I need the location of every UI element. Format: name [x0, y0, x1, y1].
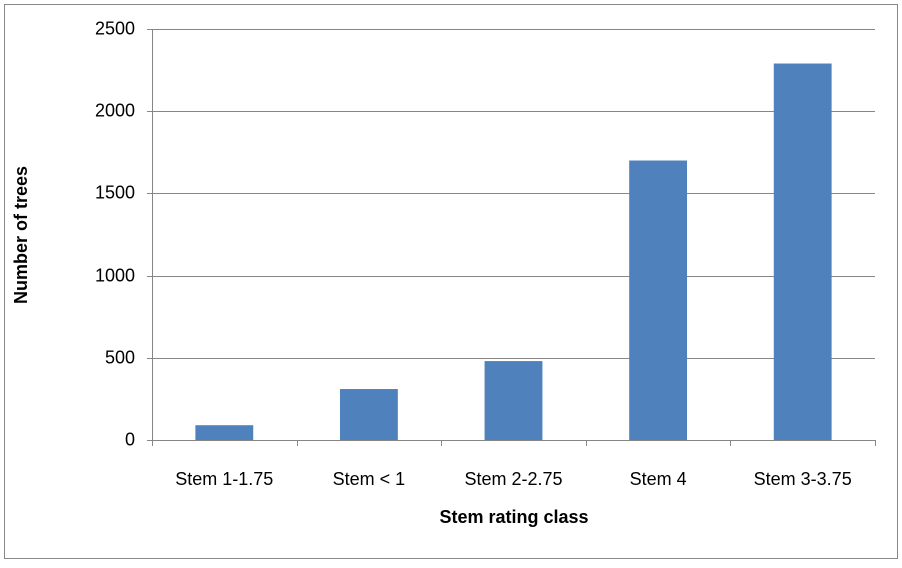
bar — [773, 63, 832, 441]
x-tick-label: Stem 4 — [630, 469, 687, 489]
x-tick-label: Stem < 1 — [333, 469, 406, 489]
x-tick-label: Stem 1-1.75 — [175, 469, 273, 489]
y-tick-label: 2000 — [95, 100, 135, 120]
chart-border — [4, 4, 898, 559]
y-tick-label: 1000 — [95, 265, 135, 285]
y-tick-label: 0 — [125, 429, 135, 449]
bar — [484, 361, 543, 440]
y-tick-label: 500 — [105, 347, 135, 367]
bar — [195, 425, 254, 440]
x-tick-label: Stem 2-2.75 — [464, 469, 562, 489]
y-axis-label: Number of trees — [11, 166, 31, 304]
y-tick-label: 2500 — [95, 18, 135, 38]
y-tick-label: 1500 — [95, 182, 135, 202]
x-axis-label: Stem rating class — [439, 507, 588, 527]
bar — [339, 389, 398, 440]
x-tick-label: Stem 3-3.75 — [754, 469, 852, 489]
bar — [629, 160, 688, 440]
